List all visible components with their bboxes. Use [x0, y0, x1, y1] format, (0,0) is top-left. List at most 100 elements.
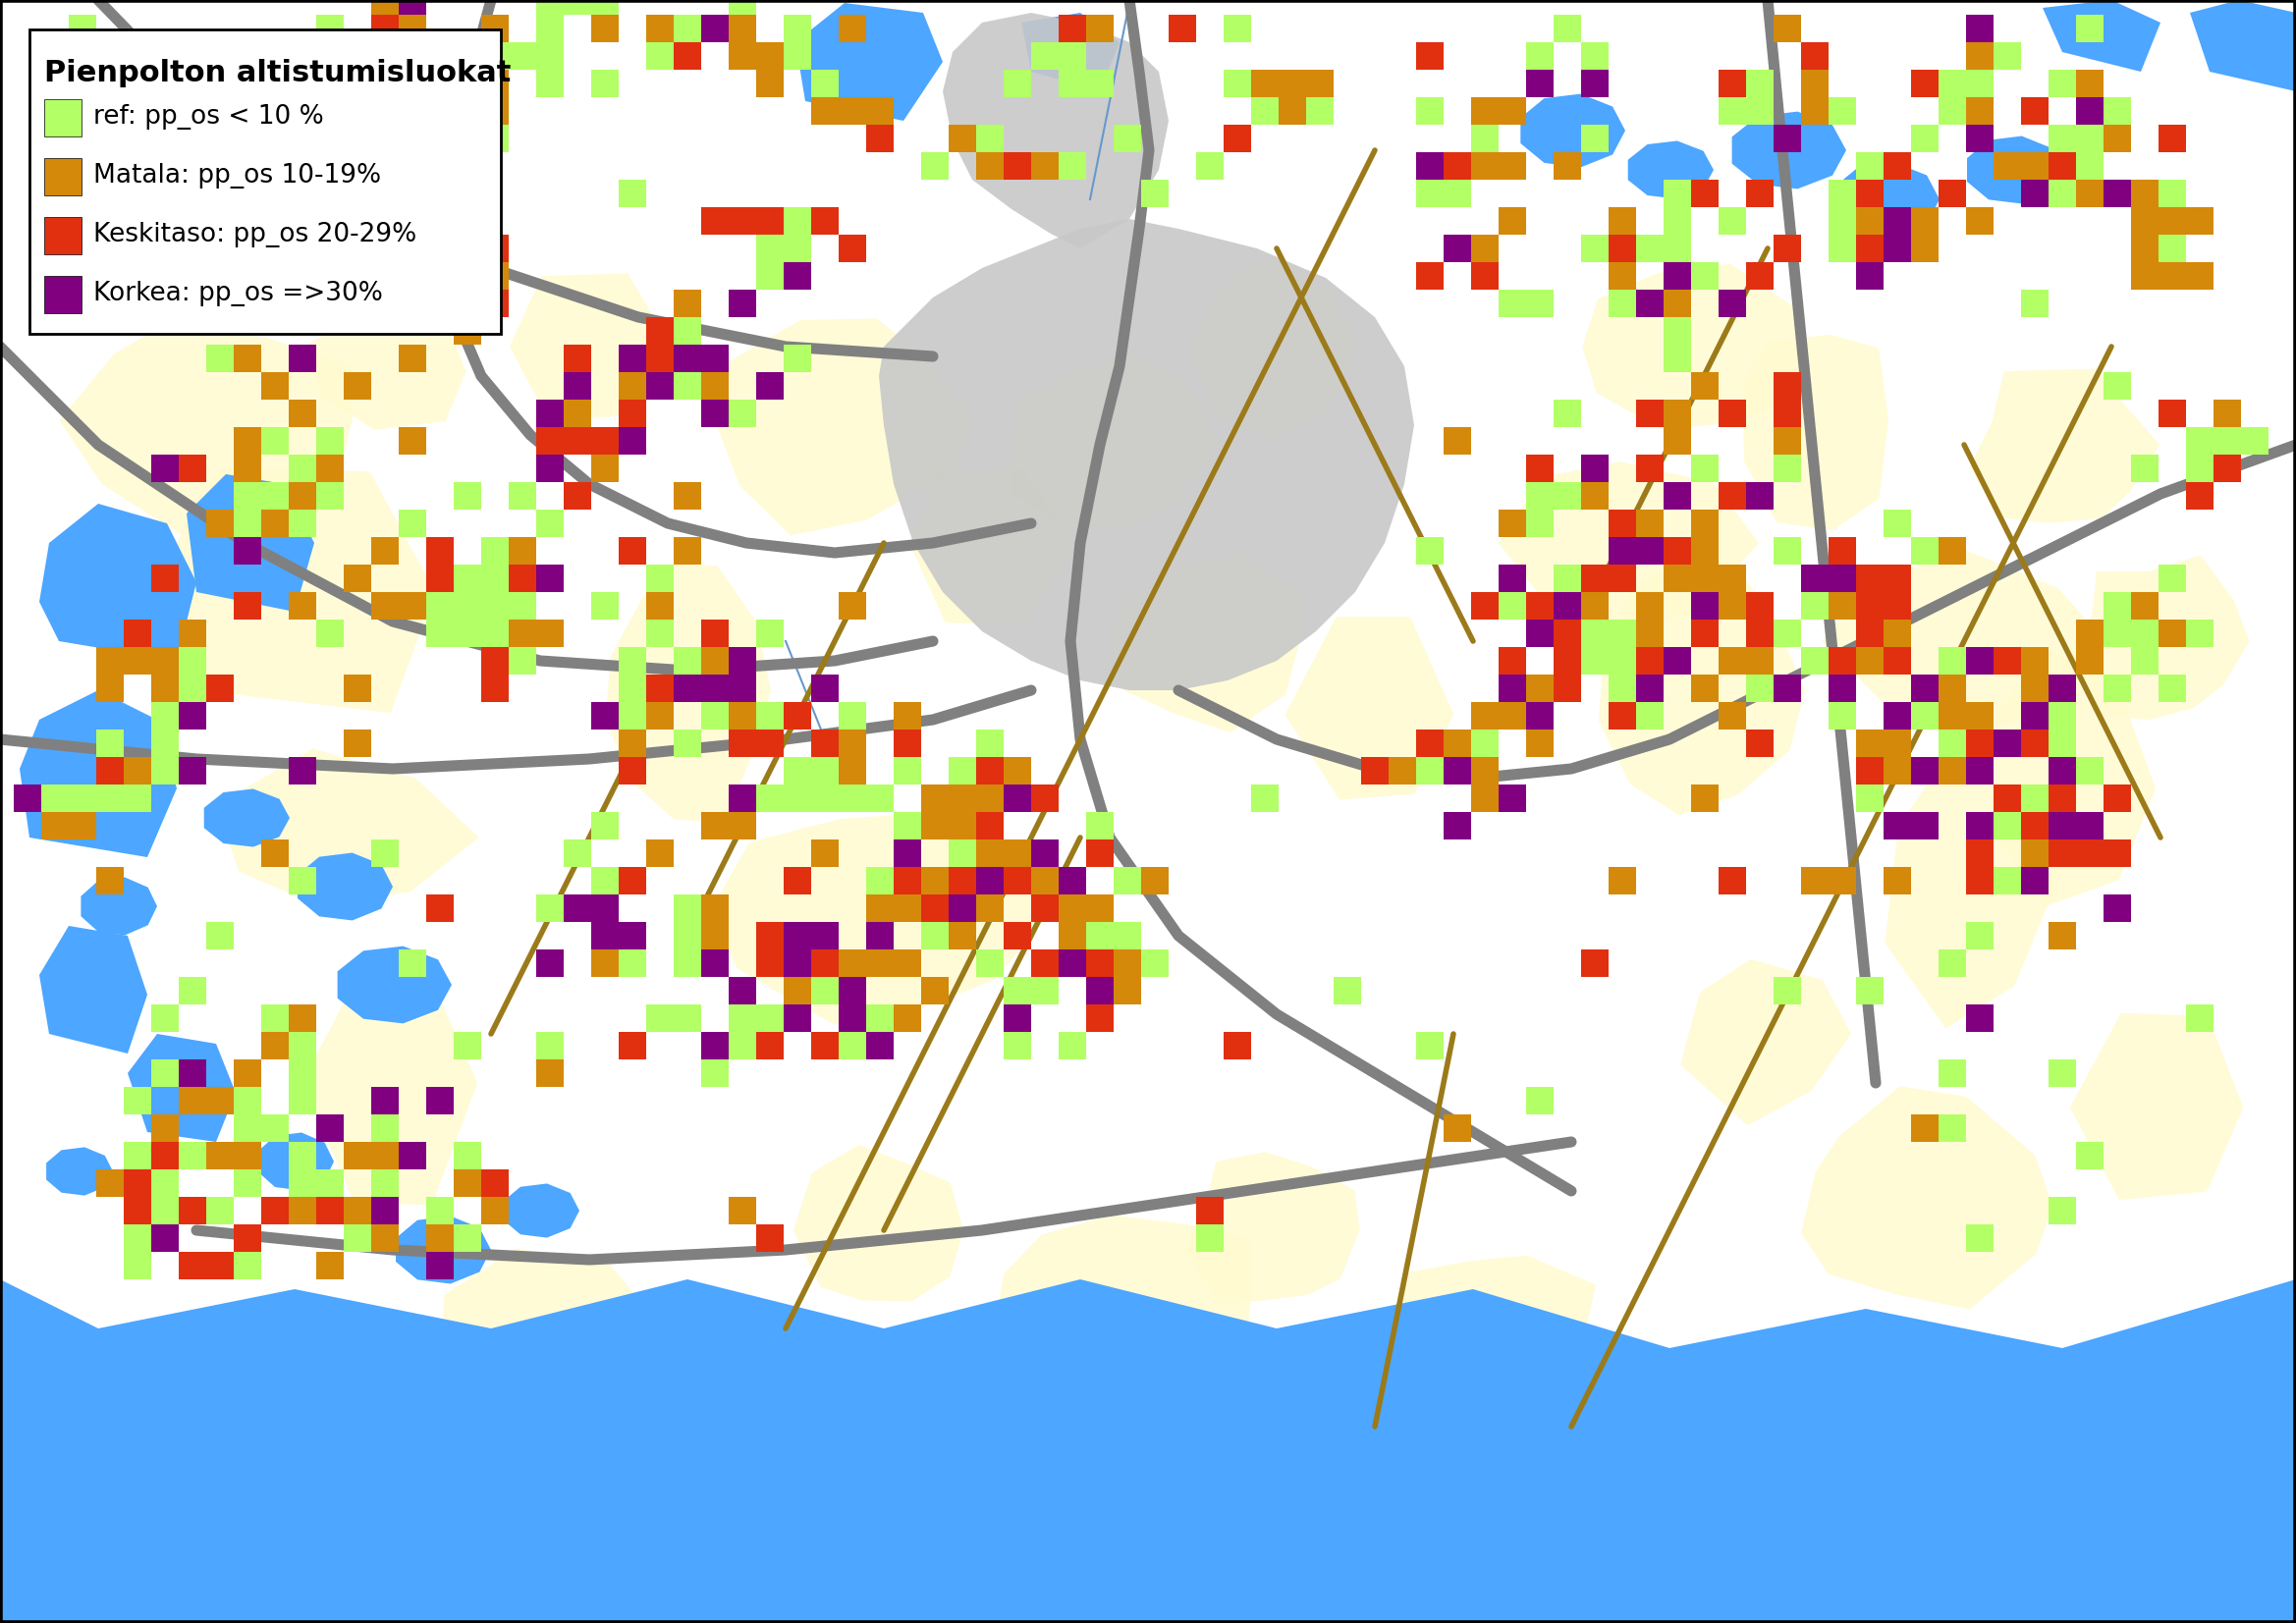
Text: Keskitaso: pp_os 20-29%: Keskitaso: pp_os 20-29%: [94, 222, 416, 247]
Bar: [1883, 153, 1910, 180]
Bar: [838, 1032, 866, 1060]
Bar: [755, 263, 783, 289]
Bar: [1003, 839, 1031, 867]
Bar: [866, 867, 893, 894]
Bar: [2076, 180, 2103, 208]
Bar: [618, 537, 645, 565]
Bar: [1745, 675, 1773, 703]
Bar: [783, 235, 810, 263]
Bar: [976, 125, 1003, 153]
Bar: [2076, 15, 2103, 42]
Bar: [152, 648, 179, 675]
Bar: [179, 1143, 207, 1170]
Bar: [810, 729, 838, 756]
Bar: [400, 289, 427, 316]
Bar: [2048, 180, 2076, 208]
Bar: [1527, 42, 1554, 70]
Bar: [69, 784, 96, 812]
Polygon shape: [1010, 354, 1219, 527]
Bar: [2048, 839, 2076, 867]
Bar: [1965, 648, 1993, 675]
Bar: [921, 867, 948, 894]
Bar: [372, 1170, 400, 1196]
Bar: [372, 1087, 400, 1115]
Bar: [152, 1143, 179, 1170]
Bar: [673, 949, 700, 977]
Bar: [1472, 97, 1499, 125]
Bar: [1745, 180, 1773, 208]
Bar: [1855, 235, 1883, 263]
Bar: [755, 70, 783, 97]
Bar: [1472, 756, 1499, 784]
Bar: [124, 648, 152, 675]
Polygon shape: [1598, 558, 1805, 815]
Bar: [510, 537, 537, 565]
Bar: [1720, 592, 1745, 620]
Bar: [1031, 977, 1058, 1005]
Bar: [673, 316, 700, 344]
Bar: [2048, 153, 2076, 180]
Bar: [1828, 592, 1855, 620]
Bar: [1499, 153, 1527, 180]
Bar: [96, 784, 124, 812]
Bar: [1582, 70, 1609, 97]
Bar: [1773, 675, 1800, 703]
Bar: [700, 1032, 728, 1060]
Bar: [1499, 208, 1527, 235]
Bar: [2048, 703, 2076, 729]
Bar: [783, 1005, 810, 1032]
Bar: [537, 15, 565, 42]
Bar: [1828, 565, 1855, 592]
Bar: [2186, 208, 2213, 235]
Bar: [1883, 729, 1910, 756]
Bar: [1031, 949, 1058, 977]
Bar: [1003, 839, 1031, 867]
Bar: [2048, 729, 2076, 756]
Bar: [124, 1143, 152, 1170]
Bar: [2076, 620, 2103, 648]
Bar: [1472, 756, 1499, 784]
Bar: [590, 70, 618, 97]
Bar: [179, 1251, 207, 1279]
Bar: [976, 812, 1003, 839]
Bar: [618, 344, 645, 372]
Bar: [1527, 70, 1554, 97]
Bar: [537, 949, 565, 977]
Bar: [2048, 784, 2076, 812]
Bar: [838, 15, 866, 42]
Bar: [289, 1005, 317, 1032]
Bar: [866, 949, 893, 977]
Bar: [1855, 620, 1883, 648]
Polygon shape: [597, 1319, 682, 1376]
Bar: [1444, 180, 1472, 208]
Bar: [427, 289, 455, 316]
Bar: [2103, 97, 2131, 125]
Bar: [810, 70, 838, 97]
Bar: [1855, 648, 1883, 675]
Bar: [1527, 510, 1554, 537]
Bar: [1855, 648, 1883, 675]
Bar: [537, 0, 565, 15]
Bar: [1855, 180, 1883, 208]
Bar: [1196, 1196, 1224, 1224]
Bar: [976, 125, 1003, 153]
Bar: [1828, 537, 1855, 565]
Bar: [1141, 949, 1169, 977]
Bar: [14, 784, 41, 812]
Bar: [262, 1196, 289, 1224]
Bar: [590, 0, 618, 15]
Bar: [207, 1087, 234, 1115]
Bar: [124, 1224, 152, 1251]
Bar: [1003, 922, 1031, 949]
Bar: [234, 153, 262, 180]
Bar: [344, 729, 372, 756]
Bar: [1499, 648, 1527, 675]
Bar: [1692, 510, 1720, 537]
Bar: [234, 427, 262, 454]
Bar: [289, 344, 317, 372]
Polygon shape: [1802, 1086, 2053, 1310]
Bar: [2048, 922, 2076, 949]
Bar: [728, 812, 755, 839]
Bar: [838, 729, 866, 756]
Bar: [482, 289, 510, 316]
